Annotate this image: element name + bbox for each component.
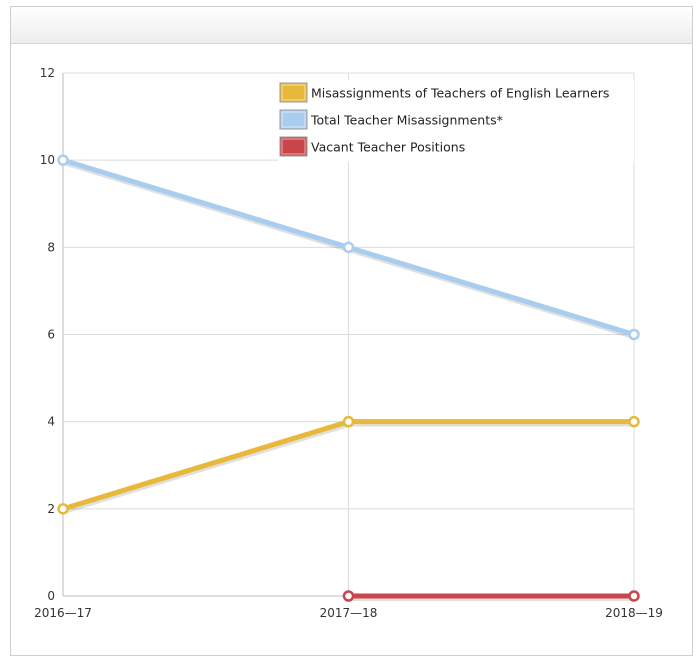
legend-swatch bbox=[279, 109, 308, 130]
legend-swatch-highlight bbox=[281, 138, 306, 155]
legend-item[interactable]: Total Teacher Misassignments* bbox=[279, 109, 503, 130]
legend-swatch bbox=[279, 82, 308, 103]
legend-item[interactable]: Misassignments of Teachers of English Le… bbox=[279, 82, 609, 103]
legend: Misassignments of Teachers of English Le… bbox=[278, 80, 634, 162]
series-line-shadow bbox=[63, 420, 635, 514]
x-tick-label: 2018—19 bbox=[605, 606, 663, 620]
legend-background bbox=[278, 80, 634, 162]
panel-header bbox=[11, 7, 692, 44]
x-tick-label: 2017—18 bbox=[320, 606, 378, 620]
x-tick-label: 2016—17 bbox=[34, 606, 92, 620]
data-point[interactable] bbox=[628, 590, 640, 602]
y-tick-label: 12 bbox=[40, 66, 55, 80]
y-tick-label: 6 bbox=[47, 328, 55, 342]
data-point[interactable] bbox=[342, 590, 355, 602]
series-2 bbox=[57, 154, 640, 341]
y-tick-label: 0 bbox=[47, 589, 55, 603]
series-3 bbox=[342, 590, 640, 602]
legend-label: Misassignments of Teachers of English Le… bbox=[311, 86, 609, 101]
series-1 bbox=[57, 415, 640, 515]
data-point[interactable] bbox=[57, 503, 69, 515]
data-point[interactable] bbox=[342, 241, 355, 254]
data-point[interactable] bbox=[342, 415, 355, 428]
legend-label: Total Teacher Misassignments* bbox=[310, 113, 503, 128]
series-layer bbox=[57, 154, 640, 602]
legend-swatch bbox=[279, 136, 308, 157]
y-tick-label: 8 bbox=[47, 240, 55, 254]
legend-swatch-highlight bbox=[281, 111, 306, 128]
legend-item[interactable]: Vacant Teacher Positions bbox=[279, 136, 465, 157]
y-tick-label: 2 bbox=[47, 502, 55, 516]
data-point[interactable] bbox=[57, 154, 69, 166]
data-point[interactable] bbox=[628, 415, 640, 428]
legend-label: Vacant Teacher Positions bbox=[311, 140, 465, 155]
y-tick-label: 10 bbox=[40, 153, 55, 167]
y-tick-label: 4 bbox=[47, 415, 55, 429]
data-point[interactable] bbox=[628, 328, 640, 341]
legend-swatch-highlight bbox=[281, 84, 306, 101]
